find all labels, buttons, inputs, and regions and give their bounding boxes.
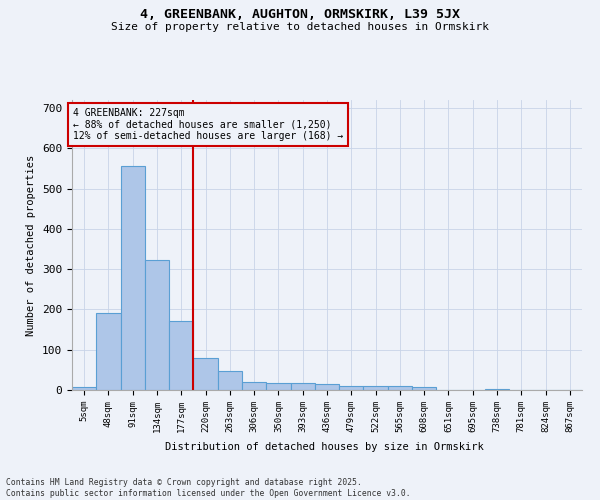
Bar: [72, 387, 96, 390]
Bar: [169, 320, 193, 390]
Bar: [388, 386, 412, 390]
Bar: [193, 358, 218, 390]
Text: Size of property relative to detached houses in Ormskirk: Size of property relative to detached ho…: [111, 22, 489, 32]
Bar: [266, 383, 290, 390]
Bar: [315, 384, 339, 390]
Bar: [121, 166, 145, 390]
Bar: [145, 260, 169, 390]
Bar: [96, 314, 121, 390]
Text: Distribution of detached houses by size in Ormskirk: Distribution of detached houses by size …: [164, 442, 484, 452]
Bar: [412, 387, 436, 390]
Bar: [290, 383, 315, 390]
Y-axis label: Number of detached properties: Number of detached properties: [26, 154, 37, 336]
Bar: [242, 382, 266, 390]
Text: 4 GREENBANK: 227sqm
← 88% of detached houses are smaller (1,250)
12% of semi-det: 4 GREENBANK: 227sqm ← 88% of detached ho…: [73, 108, 343, 142]
Bar: [339, 386, 364, 390]
Bar: [364, 386, 388, 390]
Text: Contains HM Land Registry data © Crown copyright and database right 2025.
Contai: Contains HM Land Registry data © Crown c…: [6, 478, 410, 498]
Bar: [218, 370, 242, 390]
Text: 4, GREENBANK, AUGHTON, ORMSKIRK, L39 5JX: 4, GREENBANK, AUGHTON, ORMSKIRK, L39 5JX: [140, 8, 460, 20]
Bar: [485, 389, 509, 390]
